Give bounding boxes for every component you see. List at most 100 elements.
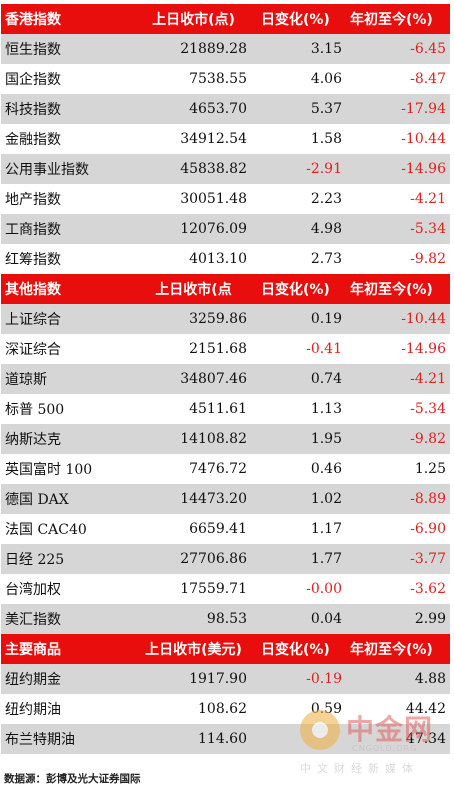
table-row: 深证综合 2151.68 -0.41 -14.96 — [1, 334, 450, 364]
daily-change: -0.41 — [251, 334, 346, 364]
section-header-row: 主要商品 上日收市(美元) 日变化(%) 年初至今(%) — [1, 634, 450, 664]
daily-change: 1.77 — [251, 544, 346, 574]
index-name: 科技指数 — [1, 94, 126, 124]
daily-change: 1.17 — [251, 514, 346, 544]
ytd-change: -17.94 — [346, 94, 450, 124]
close-value: 6659.41 — [126, 514, 251, 544]
daily-change: 0.46 — [251, 454, 346, 484]
section-title: 主要商品 — [1, 634, 126, 664]
close-value: 7476.72 — [126, 454, 251, 484]
ytd-change: -5.34 — [346, 214, 450, 244]
daily-change: -2.91 — [251, 154, 346, 184]
close-value: 1917.90 — [126, 664, 251, 694]
close-value: 27706.86 — [126, 544, 251, 574]
table-row: 科技指数 4653.70 5.37 -17.94 — [1, 94, 450, 124]
table-row: 标普 500 4511.61 1.13 -5.34 — [1, 394, 450, 424]
index-name: 布兰特期油 — [1, 724, 126, 754]
close-value: 114.60 — [126, 724, 251, 754]
daily-change: -0.00 — [251, 574, 346, 604]
ytd-change: 2.99 — [346, 604, 450, 634]
close-value: 108.62 — [126, 694, 251, 724]
ytd-change: -14.96 — [346, 334, 450, 364]
close-value: 34807.46 — [126, 364, 251, 394]
close-value: 21889.28 — [126, 34, 251, 64]
section-header-row: 其他指数 上日收市(点 日变化(%) 年初至今(%) — [1, 274, 450, 304]
table-row: 工商指数 12076.09 4.98 -5.34 — [1, 214, 450, 244]
close-value: 7538.55 — [126, 64, 251, 94]
index-name: 纽约期金 — [1, 664, 126, 694]
index-name: 日经 225 — [1, 544, 126, 574]
ytd-change: -10.44 — [346, 124, 450, 154]
index-name: 国企指数 — [1, 64, 126, 94]
ytd-change: -10.44 — [346, 304, 450, 334]
ytd-change: -5.34 — [346, 394, 450, 424]
table-row: 道琼斯 34807.46 0.74 -4.21 — [1, 364, 450, 394]
table-row: 法国 CAC40 6659.41 1.17 -6.90 — [1, 514, 450, 544]
table-row: 英国富时 100 7476.72 0.46 1.25 — [1, 454, 450, 484]
daily-change: 2.73 — [251, 244, 346, 274]
close-value: 34912.54 — [126, 124, 251, 154]
close-value: 98.53 — [126, 604, 251, 634]
ytd-change: 4.88 — [346, 664, 450, 694]
index-name: 地产指数 — [1, 184, 126, 214]
close-value: 4013.10 — [126, 244, 251, 274]
index-name: 纳斯达克 — [1, 424, 126, 454]
ytd-change: -14.96 — [346, 154, 450, 184]
table-row: 布兰特期油 114.60 47.34 — [1, 724, 450, 754]
index-name: 标普 500 — [1, 394, 126, 424]
section-title: 其他指数 — [1, 274, 126, 304]
table-row: 台湾加权 17559.71 -0.00 -3.62 — [1, 574, 450, 604]
daily-change: 1.02 — [251, 484, 346, 514]
column-header: 上日收市(点 — [126, 274, 251, 304]
column-header: 日变化(%) — [251, 4, 346, 34]
data-source-note: 数据源：彭博及光大证券国际 — [4, 773, 141, 785]
index-name: 红筹指数 — [1, 244, 126, 274]
daily-change: 5.37 — [251, 94, 346, 124]
table-row: 日经 225 27706.86 1.77 -3.77 — [1, 544, 450, 574]
close-value: 2151.68 — [126, 334, 251, 364]
daily-change: 0.04 — [251, 604, 346, 634]
column-header: 年初至今(%) — [346, 274, 450, 304]
close-value: 45838.82 — [126, 154, 251, 184]
index-name: 工商指数 — [1, 214, 126, 244]
daily-change — [251, 724, 346, 754]
daily-change: 0.59 — [251, 694, 346, 724]
table-row: 国企指数 7538.55 4.06 -8.47 — [1, 64, 450, 94]
index-name: 美汇指数 — [1, 604, 126, 634]
ytd-change: -6.45 — [346, 34, 450, 64]
table-row: 纽约期油 108.62 0.59 44.42 — [1, 694, 450, 724]
column-header: 上日收市(点) — [126, 4, 251, 34]
index-name: 深证综合 — [1, 334, 126, 364]
ytd-change: -8.89 — [346, 484, 450, 514]
column-header: 日变化(%) — [251, 634, 346, 664]
table-row: 红筹指数 4013.10 2.73 -9.82 — [1, 244, 450, 274]
column-header: 日变化(%) — [251, 274, 346, 304]
index-name: 法国 CAC40 — [1, 514, 126, 544]
index-name: 纽约期油 — [1, 694, 126, 724]
close-value: 4653.70 — [126, 94, 251, 124]
index-name: 道琼斯 — [1, 364, 126, 394]
daily-change: 1.58 — [251, 124, 346, 154]
ytd-change: -9.82 — [346, 244, 450, 274]
table-row: 金融指数 34912.54 1.58 -10.44 — [1, 124, 450, 154]
ytd-change: -4.21 — [346, 184, 450, 214]
close-value: 12076.09 — [126, 214, 251, 244]
section-title: 香港指数 — [1, 4, 126, 34]
table-row: 纳斯达克 14108.82 1.95 -9.82 — [1, 424, 450, 454]
watermark-tagline: 中文财经新媒体 — [300, 762, 419, 775]
table-row: 德国 DAX 14473.20 1.02 -8.89 — [1, 484, 450, 514]
table-row: 上证综合 3259.86 0.19 -10.44 — [1, 304, 450, 334]
index-name: 恒生指数 — [1, 34, 126, 64]
column-header: 年初至今(%) — [346, 4, 450, 34]
index-name: 英国富时 100 — [1, 454, 126, 484]
ytd-change: 1.25 — [346, 454, 450, 484]
index-name: 公用事业指数 — [1, 154, 126, 184]
market-data-table: 香港指数 上日收市(点) 日变化(%) 年初至今(%) 恒生指数 21889.28 3.15… — [1, 4, 450, 754]
daily-change: 1.95 — [251, 424, 346, 454]
daily-change: 2.23 — [251, 184, 346, 214]
daily-change: 4.98 — [251, 214, 346, 244]
close-value: 14108.82 — [126, 424, 251, 454]
ytd-change: -8.47 — [346, 64, 450, 94]
table-row: 纽约期金 1917.90 -0.19 4.88 — [1, 664, 450, 694]
